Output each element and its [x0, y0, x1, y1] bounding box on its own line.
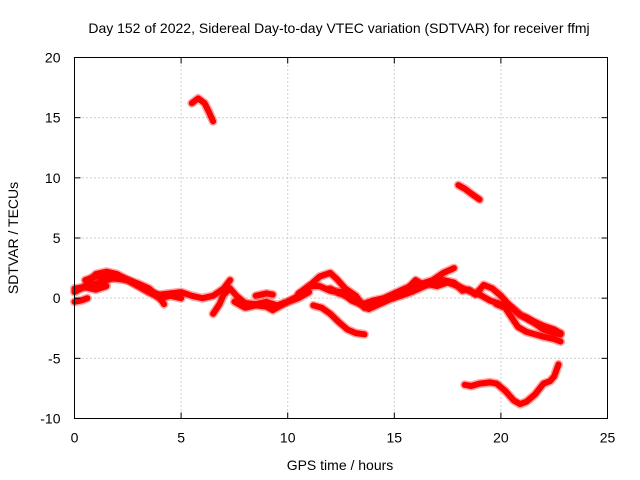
series-arc-8 [231, 265, 457, 314]
series-arc-5-halo [80, 272, 235, 303]
series-arc-17-halo [460, 359, 563, 409]
series-arc-9-halo [251, 288, 278, 301]
series-arc-13 [455, 182, 483, 203]
y-tick-label: 5 [53, 230, 61, 246]
y-tick-label: 15 [45, 110, 61, 126]
series-arc-12-halo [325, 275, 467, 314]
series-arc-13-halo [453, 180, 485, 204]
series-arc-5 [82, 273, 234, 302]
x-tick-label: 25 [600, 430, 616, 446]
series-arc-16-halo [507, 303, 566, 339]
series-arc-6-halo [187, 93, 218, 126]
series-arc-3-halo [70, 293, 92, 307]
series-arc-12 [327, 277, 466, 312]
data-series [70, 93, 566, 409]
y-tick-label: 0 [53, 290, 61, 306]
series-arc-6 [188, 95, 217, 125]
x-axis-label: GPS time / hours [287, 457, 394, 473]
grid-lines [74, 57, 608, 419]
series-arc-17 [461, 361, 562, 408]
series-arc-8-halo [229, 263, 459, 315]
series-arc-9 [252, 290, 276, 299]
x-tick-label: 10 [280, 430, 296, 446]
x-tick-label: 15 [387, 430, 403, 446]
x-tick-label: 0 [71, 430, 79, 446]
x-tick-label: 5 [177, 430, 185, 446]
axis-ticks [74, 57, 608, 419]
series-arc-3 [71, 295, 91, 305]
y-tick-label: -5 [48, 350, 61, 366]
series-arc-15-halo [492, 299, 566, 346]
series-arc-16 [508, 304, 564, 338]
y-axis-label: SDTVAR / TECUs [5, 182, 21, 294]
y-tick-label: -10 [40, 411, 60, 427]
y-tick-label: 20 [45, 50, 61, 66]
x-tick-label: 20 [493, 430, 509, 446]
series-arc-15 [493, 301, 564, 345]
y-tick-label: 10 [45, 170, 61, 186]
series-arc-11 [310, 302, 368, 338]
series-arc-11-halo [308, 300, 369, 339]
tick-labels: 0 5 10 15 20 25 -10 -5 0 5 10 15 20 [40, 50, 615, 446]
series-arc-4-halo [70, 281, 111, 295]
series-arc-4 [71, 283, 110, 293]
chart-title: Day 152 of 2022, Sidereal Day-to-day VTE… [88, 20, 589, 36]
